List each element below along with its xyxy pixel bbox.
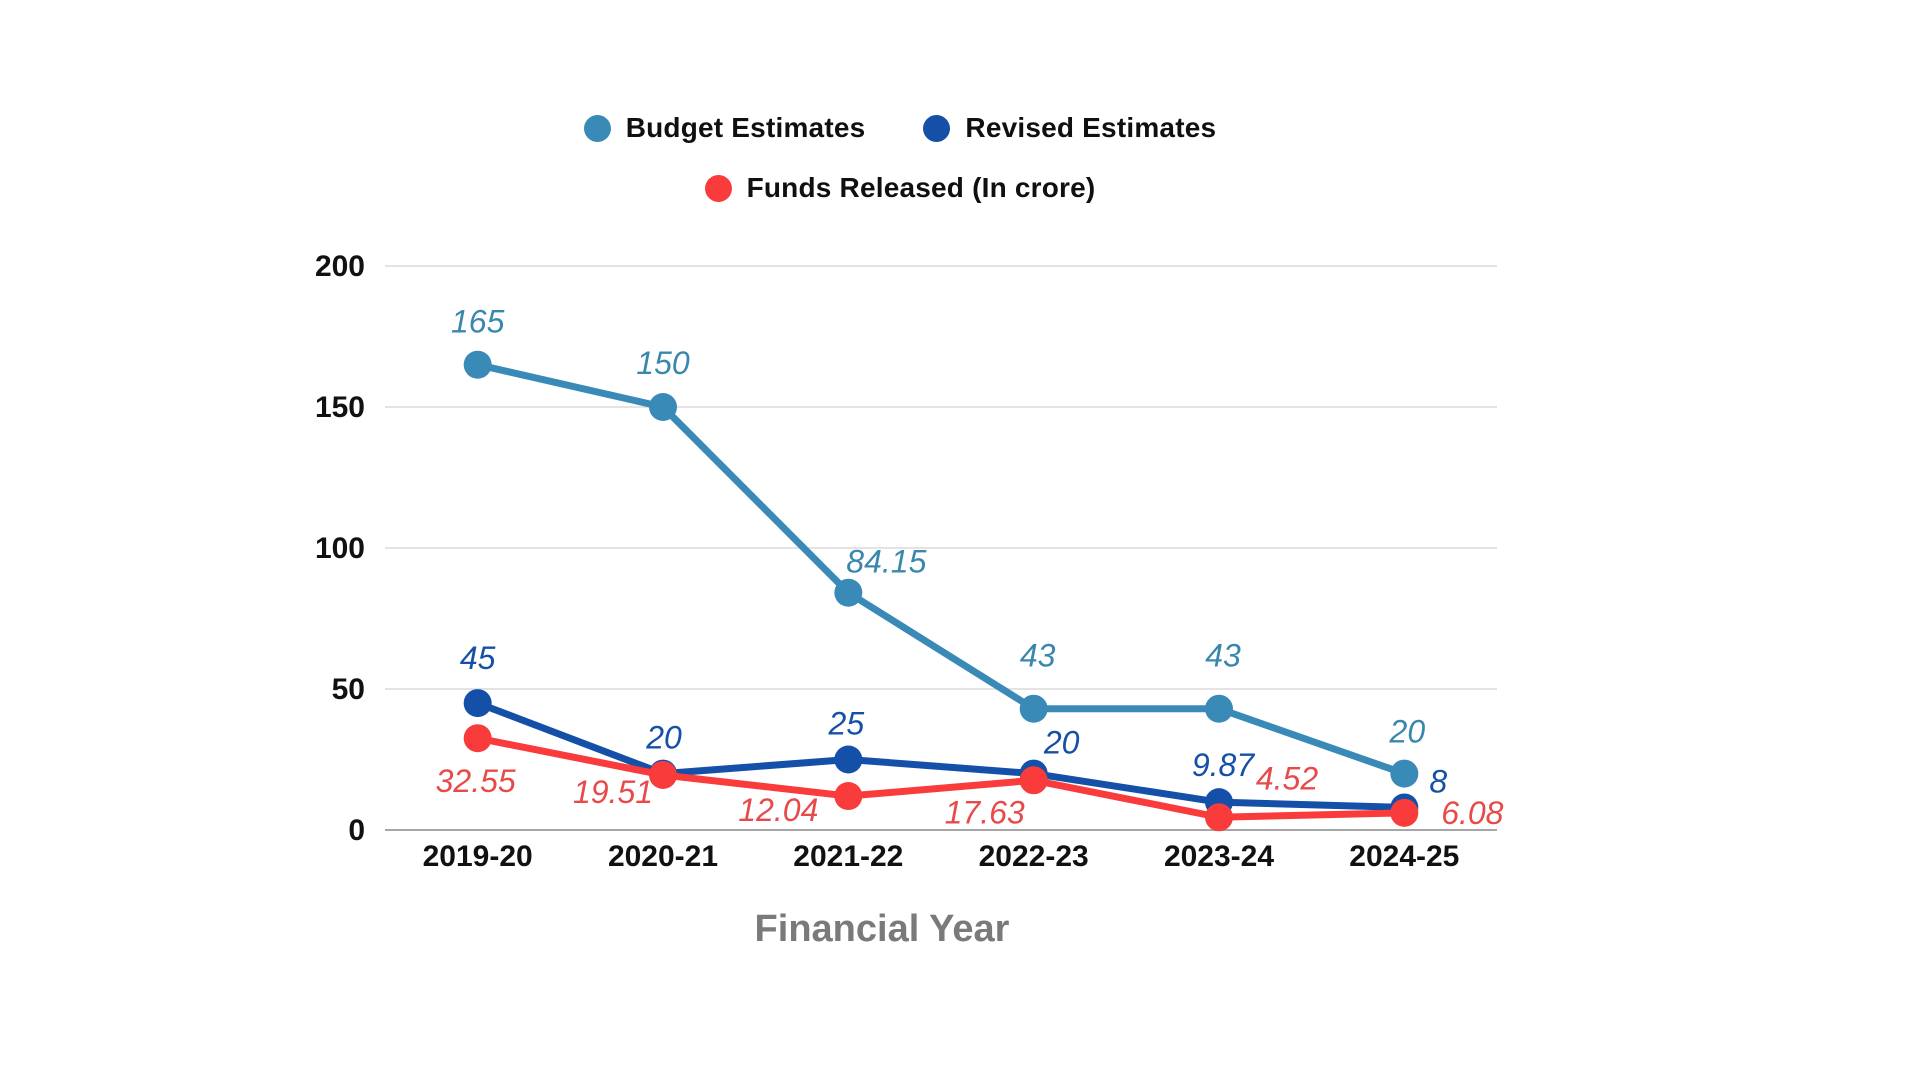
legend-item-funds-released[interactable]: Funds Released (In crore) [704, 172, 1096, 204]
data-label-revised-estimates-2024-25: 8 [1429, 763, 1447, 799]
x-tick-label: 2021-22 [793, 840, 903, 873]
data-label-funds-released-in-crore-2020-21: 19.51 [573, 774, 653, 810]
legend-label-revised-estimates: Revised Estimates [965, 112, 1217, 143]
x-tick-label: 2019-20 [423, 840, 533, 873]
data-point-revised-estimates-2021-22[interactable] [834, 745, 863, 774]
data-label-funds-released-in-crore-2022-23: 17.63 [945, 794, 1025, 830]
data-point-funds-released-in-crore-2022-23[interactable] [1019, 766, 1048, 795]
data-point-budget-estimates-2024-25[interactable] [1390, 759, 1419, 788]
legend-label-budget-estimates: Budget Estimates [625, 112, 866, 143]
series-line-funds-released-in-crore [474, 734, 1408, 821]
data-point-funds-released-in-crore-2023-24[interactable] [1205, 803, 1233, 832]
legend-item-budget-estimates[interactable]: Budget Estimates [583, 112, 866, 144]
data-label-budget-estimates-2024-25: 20 [1389, 714, 1426, 750]
data-point-budget-estimates-2021-22[interactable] [834, 578, 863, 607]
data-point-revised-estimates-2019-20[interactable] [463, 689, 492, 718]
x-axis-tick-labels: 2019-20 2020-21 2021-22 2022-23 2023-24 2024-… [423, 840, 1460, 873]
y-tick-label: 0 [348, 814, 365, 847]
series-revised-estimates: 45 20 25 20 9.87 8 [460, 640, 1447, 822]
x-tick-label: 2023-24 [1164, 840, 1274, 873]
data-label-revised-estimates-2022-23: 20 [1043, 725, 1080, 761]
legend-label-funds-released: Funds Released (In crore) [746, 172, 1096, 203]
x-axis-title: Financial Year [755, 908, 1010, 950]
legend: Budget Estimates Revised Estimates Funds… [280, 112, 1520, 204]
data-label-revised-estimates-2021-22: 25 [828, 706, 865, 742]
data-label-budget-estimates-2022-23: 43 [1020, 638, 1056, 674]
y-tick-label: 150 [315, 391, 365, 424]
data-label-budget-estimates-2021-22: 84.15 [846, 544, 926, 580]
funds-released-dot-icon [704, 174, 732, 202]
x-tick-label: 2022-23 [979, 840, 1089, 873]
revised-estimates-dot-icon [923, 114, 951, 142]
data-point-budget-estimates-2020-21[interactable] [649, 393, 677, 421]
x-tick-label: 2024-25 [1349, 840, 1459, 873]
data-point-funds-released-in-crore-2019-20[interactable] [463, 724, 492, 753]
series-line-revised-estimates [474, 699, 1408, 811]
data-label-revised-estimates-2023-24: 9.87 [1192, 747, 1255, 783]
budget-estimates-dot-icon [583, 114, 611, 142]
series-line-budget-estimates [474, 361, 1408, 778]
data-point-funds-released-in-crore-2020-21[interactable] [649, 760, 677, 789]
data-point-funds-released-in-crore-2024-25[interactable] [1390, 798, 1419, 827]
series-budget-estimates: 165 150 84.15 43 43 20 [451, 304, 1425, 788]
data-point-funds-released-in-crore-2021-22[interactable] [834, 782, 863, 811]
x-tick-label: 2020-21 [608, 840, 718, 873]
data-label-funds-released-in-crore-2024-25: 6.08 [1441, 795, 1503, 831]
data-label-revised-estimates-2020-21: 20 [645, 720, 682, 756]
data-label-budget-estimates-2023-24: 43 [1205, 638, 1241, 674]
data-label-funds-released-in-crore-2023-24: 4.52 [1256, 760, 1318, 796]
legend-row-1: Budget Estimates Revised Estimates [583, 112, 1217, 144]
y-tick-label: 50 [332, 673, 365, 706]
data-label-budget-estimates-2019-20: 165 [451, 304, 505, 340]
legend-row-2: Funds Released (In crore) [704, 172, 1096, 204]
data-point-budget-estimates-2022-23[interactable] [1019, 694, 1048, 723]
y-tick-label: 200 [315, 250, 365, 283]
data-label-funds-released-in-crore-2019-20: 32.55 [436, 763, 516, 799]
data-point-budget-estimates-2023-24[interactable] [1205, 694, 1233, 723]
data-label-revised-estimates-2019-20: 45 [460, 640, 496, 676]
data-label-funds-released-in-crore-2021-22: 12.04 [738, 792, 818, 828]
legend-item-revised-estimates[interactable]: Revised Estimates [923, 112, 1216, 144]
data-point-budget-estimates-2019-20[interactable] [463, 350, 492, 379]
data-label-budget-estimates-2020-21: 150 [636, 345, 690, 381]
series-funds-released-in-crore: 32.55 19.51 12.04 17.63 4.52 6.08 [436, 724, 1504, 832]
y-tick-label: 100 [315, 532, 365, 565]
gridlines [385, 265, 1497, 831]
y-axis-tick-labels: 0 50 100 150 200 [315, 250, 365, 847]
